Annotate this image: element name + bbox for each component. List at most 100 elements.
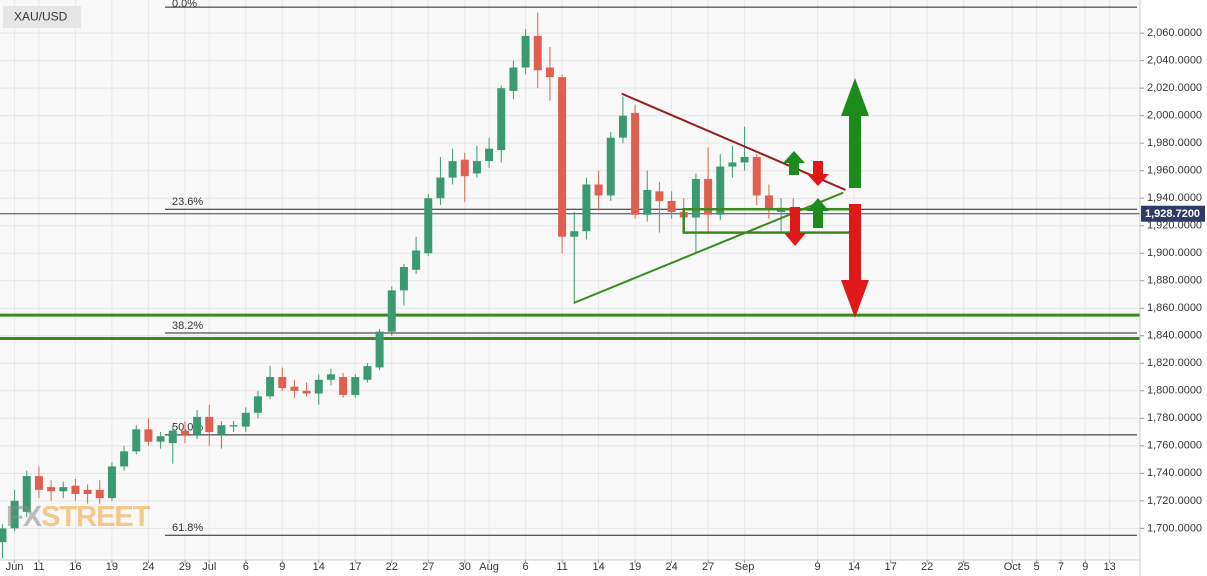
candle-body xyxy=(545,67,554,78)
arrow-down-large xyxy=(841,204,869,318)
candle-body xyxy=(485,148,494,162)
y-tick-label: 1,980.0000 xyxy=(1147,137,1202,149)
symbol: XAU/USD xyxy=(14,10,68,24)
arrows xyxy=(783,78,869,318)
candle-body xyxy=(667,200,676,212)
candle-body xyxy=(326,374,335,380)
x-tick-label: 14 xyxy=(848,561,860,573)
x-tick-label: 13 xyxy=(1103,561,1115,573)
x-tick-label: 22 xyxy=(386,561,398,573)
watermark: FXSTREET xyxy=(6,501,151,533)
x-tick-label: 6 xyxy=(243,561,249,573)
y-tick-label: 1,720.0000 xyxy=(1147,495,1202,507)
y-tick-label: 1,880.0000 xyxy=(1147,275,1202,287)
candle-body xyxy=(497,88,506,151)
x-tick-label: Jul xyxy=(202,561,216,573)
arrow-up xyxy=(807,198,829,228)
candle-body xyxy=(691,178,700,218)
x-tick-label: 24 xyxy=(142,561,154,573)
fib-label: 23.6% xyxy=(172,196,203,208)
x-tick-label: 6 xyxy=(523,561,529,573)
x-tick-label: 25 xyxy=(957,561,969,573)
x-tick-label: 22 xyxy=(921,561,933,573)
x-tick-label: 19 xyxy=(629,561,641,573)
y-tick-label: 2,020.0000 xyxy=(1147,82,1202,94)
x-tick-label: 24 xyxy=(665,561,677,573)
candle-body xyxy=(643,189,652,215)
candle-body xyxy=(655,191,664,201)
candle-body xyxy=(728,162,737,167)
candle-body xyxy=(302,390,311,394)
y-tick-label: 1,700.0000 xyxy=(1147,522,1202,534)
x-tick-label: 17 xyxy=(349,561,361,573)
candle-body xyxy=(132,429,141,452)
candle-body xyxy=(424,198,433,254)
x-tick-label: 27 xyxy=(422,561,434,573)
y-tick-label: 1,780.0000 xyxy=(1147,412,1202,424)
x-tick-label: 30 xyxy=(459,561,471,573)
fib-label: 61.8% xyxy=(172,522,203,534)
x-tick-label: 14 xyxy=(313,561,325,573)
candle-body xyxy=(436,177,445,199)
candle-body xyxy=(704,178,713,215)
x-tick-label: 11 xyxy=(33,561,44,573)
y-tick-label: 1,820.0000 xyxy=(1147,357,1202,369)
arrow-up xyxy=(783,151,805,175)
arrow-up-large xyxy=(841,78,869,188)
candle-body xyxy=(351,377,360,395)
trendline xyxy=(621,92,846,191)
candle-body xyxy=(229,425,238,427)
x-tick-label: 27 xyxy=(702,561,714,573)
candle-body xyxy=(47,487,56,492)
candle-body xyxy=(95,489,104,499)
plot-background xyxy=(0,0,1140,560)
y-tick-label: 1,740.0000 xyxy=(1147,467,1202,479)
x-tick-label: Oct xyxy=(1004,561,1021,573)
candle-body xyxy=(716,166,725,215)
candle-body xyxy=(0,528,7,543)
candle-body xyxy=(22,476,31,512)
candle-body xyxy=(375,331,384,368)
candle-body xyxy=(278,377,287,389)
x-tick-label: 29 xyxy=(179,561,191,573)
candle-body xyxy=(631,112,640,215)
candle-body xyxy=(217,425,226,435)
candle-body xyxy=(156,436,165,442)
candle-body xyxy=(570,231,579,237)
candle-body xyxy=(34,476,43,490)
symbol-box xyxy=(3,6,81,28)
y-tick-label: 1,900.0000 xyxy=(1147,247,1202,259)
x-tick-label: 11 xyxy=(556,561,567,573)
fib-label: 38.2% xyxy=(172,320,203,332)
last-price-label: 1,928.7200 xyxy=(1145,208,1200,220)
candle-body xyxy=(71,485,80,494)
fib-label: 0.0% xyxy=(172,0,197,10)
y-tick-label: 2,060.0000 xyxy=(1147,27,1202,39)
candle-body xyxy=(205,416,214,433)
candle-body xyxy=(59,487,68,492)
y-tick-label: 1,840.0000 xyxy=(1147,330,1202,342)
x-tick-label: 9 xyxy=(279,561,285,573)
candle-body xyxy=(412,250,421,270)
watermark-fx: FX xyxy=(6,501,43,533)
candle-body xyxy=(399,266,408,291)
candle-body xyxy=(241,412,250,427)
candle-body xyxy=(606,137,615,196)
candle-body xyxy=(618,115,627,138)
candle-body xyxy=(290,386,299,391)
y-tick-label: 1,800.0000 xyxy=(1147,385,1202,397)
candle-body xyxy=(594,184,603,196)
candle-body xyxy=(582,184,591,232)
candle-body xyxy=(558,77,567,237)
x-tick-label: 14 xyxy=(592,561,604,573)
y-tick-label: 1,860.0000 xyxy=(1147,302,1202,314)
arrow-down xyxy=(784,207,806,246)
candle-body xyxy=(83,489,92,494)
candle-body xyxy=(533,35,542,71)
candle-body xyxy=(107,466,116,499)
candle-body xyxy=(387,290,396,332)
x-tick-label: Sep xyxy=(735,561,755,573)
y-tick-label: 1,940.0000 xyxy=(1147,192,1202,204)
candle-body xyxy=(448,161,457,178)
